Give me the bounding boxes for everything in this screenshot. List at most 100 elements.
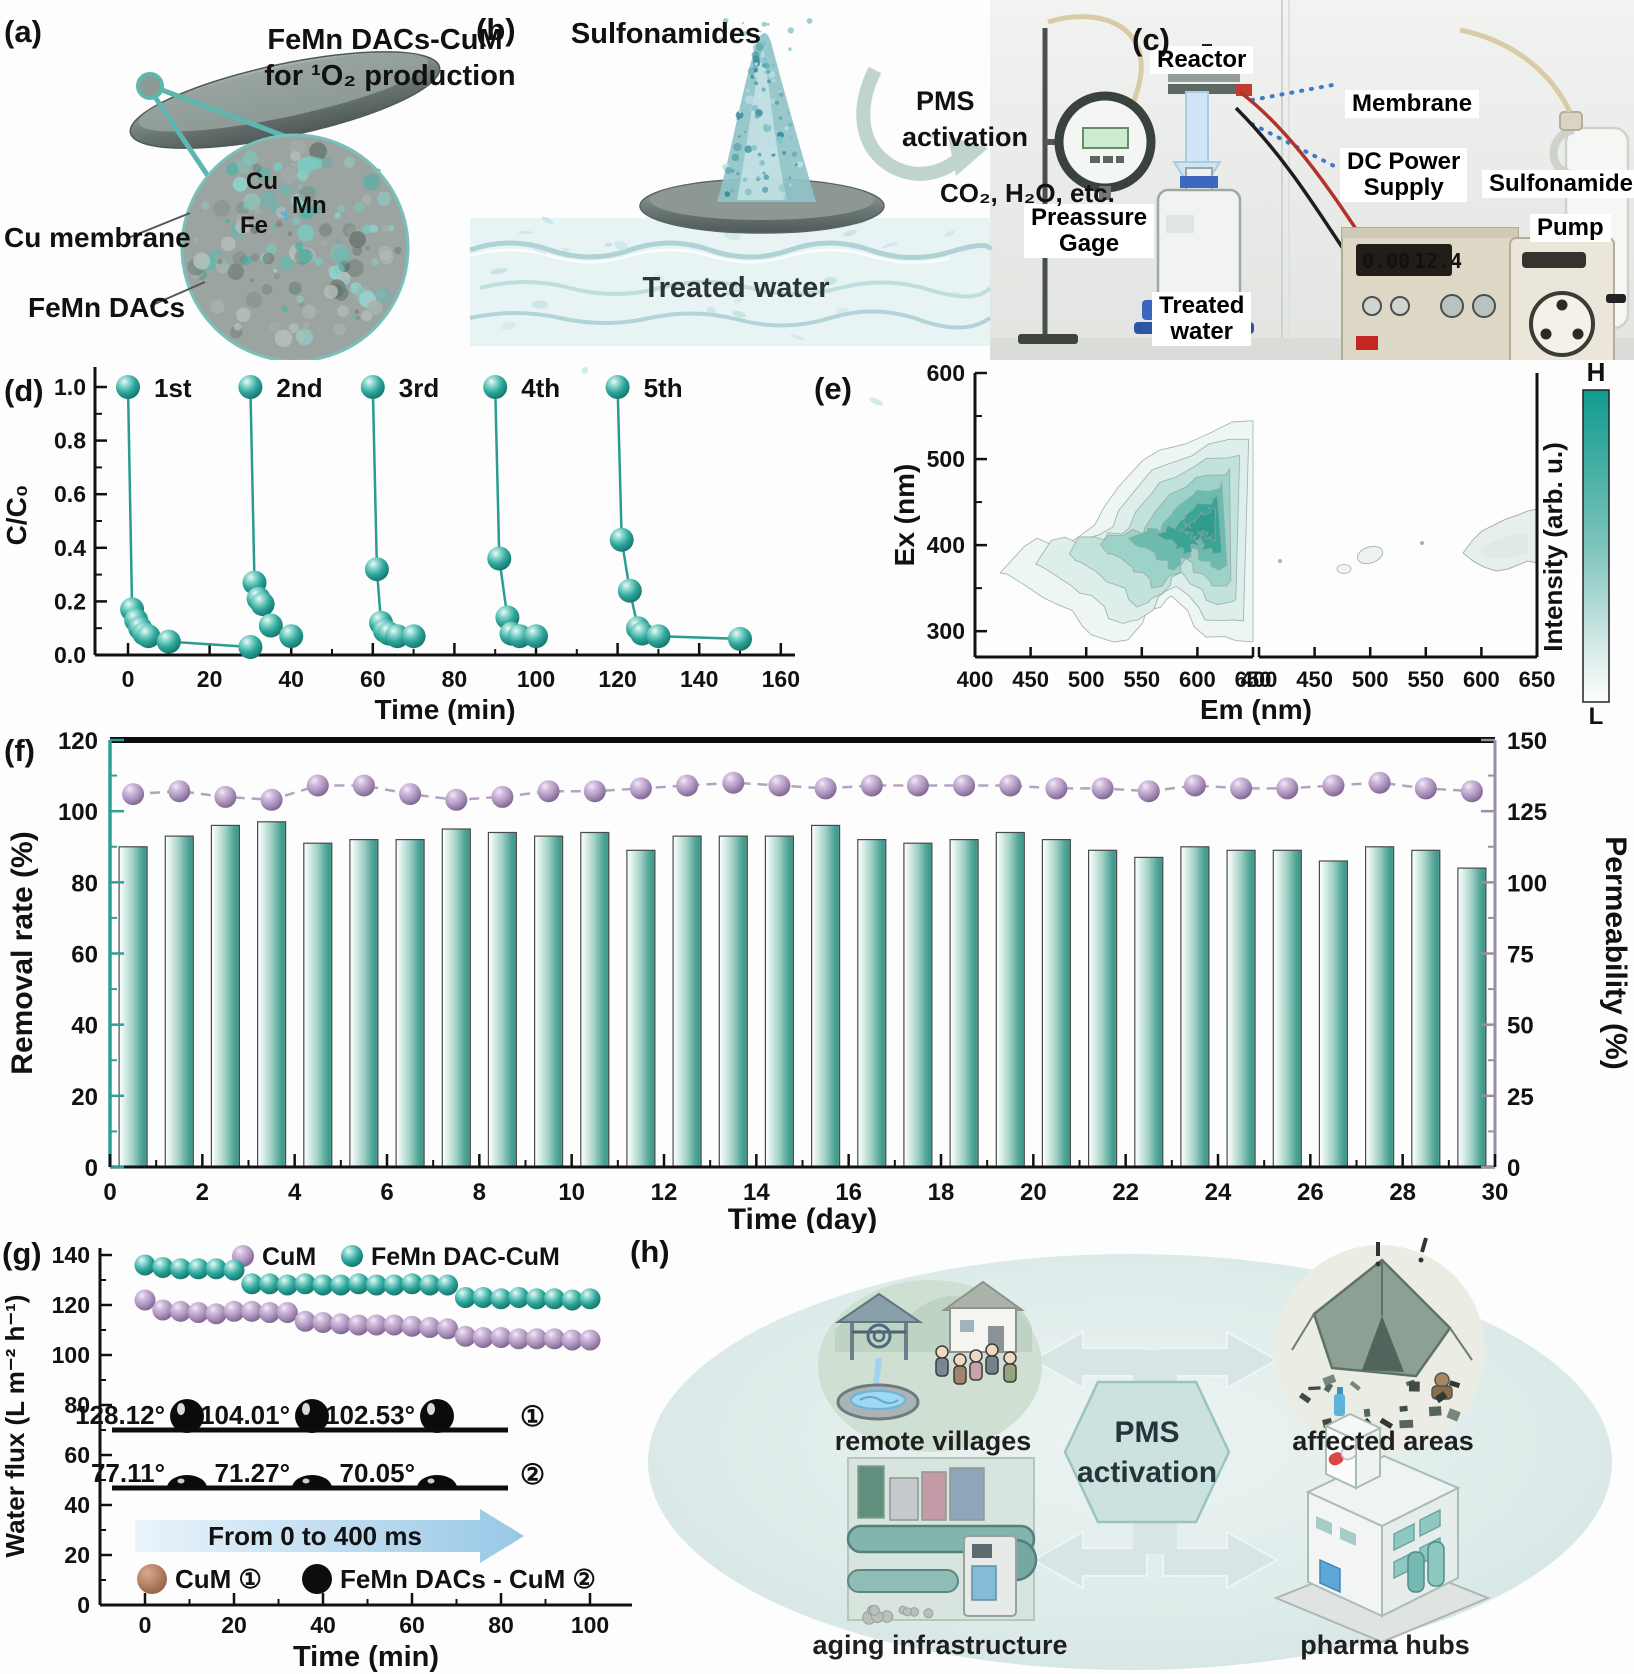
remote-villages-scene bbox=[818, 1280, 1042, 1452]
dc-power-label: DC Power Supply bbox=[1340, 148, 1468, 202]
svg-text:Intensity (arb. u.): Intensity (arb. u.) bbox=[1538, 442, 1568, 651]
svg-text:150: 150 bbox=[1507, 728, 1547, 755]
stand-base bbox=[1018, 334, 1078, 344]
svg-text:Time (min): Time (min) bbox=[293, 1641, 439, 1673]
treated-line2: water bbox=[1170, 317, 1234, 345]
panel-h-application-schematic: (h) PMS activation remote villages affec… bbox=[620, 1230, 1634, 1674]
svg-text:2nd: 2nd bbox=[276, 373, 322, 403]
well-coil-inner bbox=[872, 1329, 886, 1343]
pump-slot bbox=[1522, 252, 1586, 268]
svg-text:0: 0 bbox=[139, 1612, 152, 1638]
cu-membrane-pointer bbox=[127, 212, 191, 239]
tent-guy-right bbox=[1449, 1327, 1473, 1361]
svg-text:Water flux (L m⁻² h⁻¹): Water flux (L m⁻² h⁻¹) bbox=[0, 1295, 30, 1558]
svg-text:Time (min): Time (min) bbox=[374, 694, 515, 725]
wave-line-3 bbox=[469, 309, 992, 330]
d-series-3rd: 3rd bbox=[360, 373, 439, 649]
membrane-label: Membrane bbox=[1345, 90, 1480, 118]
gauge-button-1 bbox=[1090, 156, 1100, 163]
tent-opening bbox=[1362, 1316, 1404, 1372]
waterflux-chart: 0 20 40 60 80 100 120 140 0 20 40 60 80 100 Time (min)… bbox=[0, 1242, 632, 1673]
svg-text:0: 0 bbox=[1507, 1155, 1520, 1182]
svg-text:50: 50 bbox=[1507, 1013, 1534, 1040]
hexagon-label-line1: PMS bbox=[1114, 1416, 1180, 1449]
pump-rotor-hole-3 bbox=[1572, 328, 1584, 340]
svg-text:20: 20 bbox=[197, 666, 223, 692]
svg-text:550: 550 bbox=[1123, 667, 1160, 692]
pipe-lower bbox=[847, 1569, 959, 1593]
svg-text:102.53°: 102.53° bbox=[325, 1400, 415, 1430]
pms-label-line1: PMS bbox=[916, 86, 975, 116]
red-wire bbox=[1238, 90, 1364, 239]
zoom-line-left bbox=[152, 95, 215, 184]
application-schematic-drawing bbox=[648, 1237, 1612, 1670]
aging-infrastructure-label: aging infrastructure bbox=[812, 1630, 1068, 1660]
pharma-hubs-label: pharma hubs bbox=[1300, 1630, 1470, 1660]
svg-text:0: 0 bbox=[85, 1155, 98, 1182]
svg-text:10: 10 bbox=[558, 1179, 585, 1206]
supply-display-left: 0.00 bbox=[1362, 249, 1410, 273]
svg-text:40: 40 bbox=[278, 666, 304, 692]
pressure-line2: Gage bbox=[1059, 229, 1120, 257]
svg-text:5th: 5th bbox=[644, 373, 683, 403]
membrane-dotted-line-1 bbox=[1250, 82, 1340, 102]
reactor-label: Reactor bbox=[1150, 46, 1254, 74]
building-4 bbox=[949, 1467, 985, 1521]
house-window bbox=[960, 1320, 974, 1332]
panel-a-title-line1: FeMn DACs-CuM bbox=[267, 24, 503, 56]
svg-text:Removal rate (%): Removal rate (%) bbox=[6, 831, 39, 1074]
svg-text:450: 450 bbox=[1012, 667, 1049, 692]
pill-white-half bbox=[1340, 1445, 1357, 1461]
panel-d-tag: (d) bbox=[4, 373, 44, 408]
svg-text:From 0 to 400 ms: From 0 to 400 ms bbox=[208, 1521, 422, 1551]
svg-text:4th: 4th bbox=[521, 373, 560, 403]
pharma-hubs-scene bbox=[1273, 1387, 1491, 1644]
svg-text:125: 125 bbox=[1507, 799, 1547, 826]
svg-text:100: 100 bbox=[52, 1342, 90, 1368]
supply-display-right: 12.4 bbox=[1414, 249, 1462, 273]
treated-line1: Treated bbox=[1159, 292, 1245, 319]
panel-g-waterflux-chart: 0 20 40 60 80 100 120 140 0 20 40 60 80 100 Time (min)… bbox=[0, 1230, 650, 1674]
hexagon-label-line2: activation bbox=[1076, 1456, 1218, 1489]
membrane-surface-texture bbox=[180, 133, 410, 360]
svg-text:0.8: 0.8 bbox=[54, 428, 86, 454]
svg-text:14: 14 bbox=[743, 1179, 770, 1206]
tank-2 bbox=[1427, 1541, 1445, 1587]
refugee-figure-head bbox=[1434, 1372, 1450, 1388]
process-schematic-drawing bbox=[469, 18, 993, 406]
supply-switch bbox=[1356, 336, 1378, 350]
svg-text:400: 400 bbox=[957, 667, 994, 692]
building-2 bbox=[889, 1477, 919, 1521]
splash-core bbox=[737, 48, 787, 200]
panel-a-tag: (a) bbox=[4, 14, 42, 49]
svg-text:1.0: 1.0 bbox=[54, 374, 86, 400]
svg-text:FeMn DACs - CuM ②: FeMn DACs - CuM ② bbox=[340, 1564, 596, 1594]
rubble bbox=[862, 1604, 934, 1625]
svg-text:600: 600 bbox=[1463, 667, 1500, 692]
svg-text:500: 500 bbox=[1068, 667, 1105, 692]
svg-text:H: H bbox=[1587, 357, 1606, 387]
svg-text:20: 20 bbox=[221, 1612, 247, 1638]
supply-knob-4 bbox=[1472, 294, 1496, 318]
eem-contour-chart: 300 400 500 600 400 400 450 450 500 500 550 550 600 6… bbox=[889, 357, 1610, 727]
factory-window-1 bbox=[1393, 1522, 1415, 1552]
svg-text:0.4: 0.4 bbox=[54, 535, 86, 561]
dc-power-line2: Supply bbox=[1363, 173, 1444, 201]
panel-c-tag: (c) bbox=[1132, 22, 1170, 57]
pill-icon bbox=[1328, 1445, 1357, 1466]
byproducts-label: CO₂, H₂O, etc. bbox=[940, 178, 1115, 208]
tank-1 bbox=[1407, 1551, 1425, 1593]
svg-text:0.0: 0.0 bbox=[54, 642, 86, 668]
wave-line-2 bbox=[479, 280, 992, 299]
reactor-plate-2 bbox=[1168, 74, 1240, 82]
svg-text:28: 28 bbox=[1389, 1179, 1416, 1206]
supply-knob-2 bbox=[1390, 296, 1410, 316]
svg-text:140: 140 bbox=[52, 1242, 90, 1268]
gauge-button-3 bbox=[1116, 156, 1124, 163]
cycling-chart: 0.0 0.2 0.4 0.6 0.8 1.0 0 20 40 60 80 100 120 140 160 T… bbox=[1, 367, 800, 725]
svg-text:20: 20 bbox=[1020, 1179, 1047, 1206]
dc-power-line1: DC Power bbox=[1347, 148, 1461, 175]
svg-text:22: 22 bbox=[1112, 1179, 1139, 1206]
svg-text:500: 500 bbox=[927, 446, 965, 472]
panel-f-stability-chart: 0 20 40 60 80 100 120 0 25 50 75 100 125 150 0 2 4 6 8 10 12… bbox=[0, 727, 1634, 1233]
